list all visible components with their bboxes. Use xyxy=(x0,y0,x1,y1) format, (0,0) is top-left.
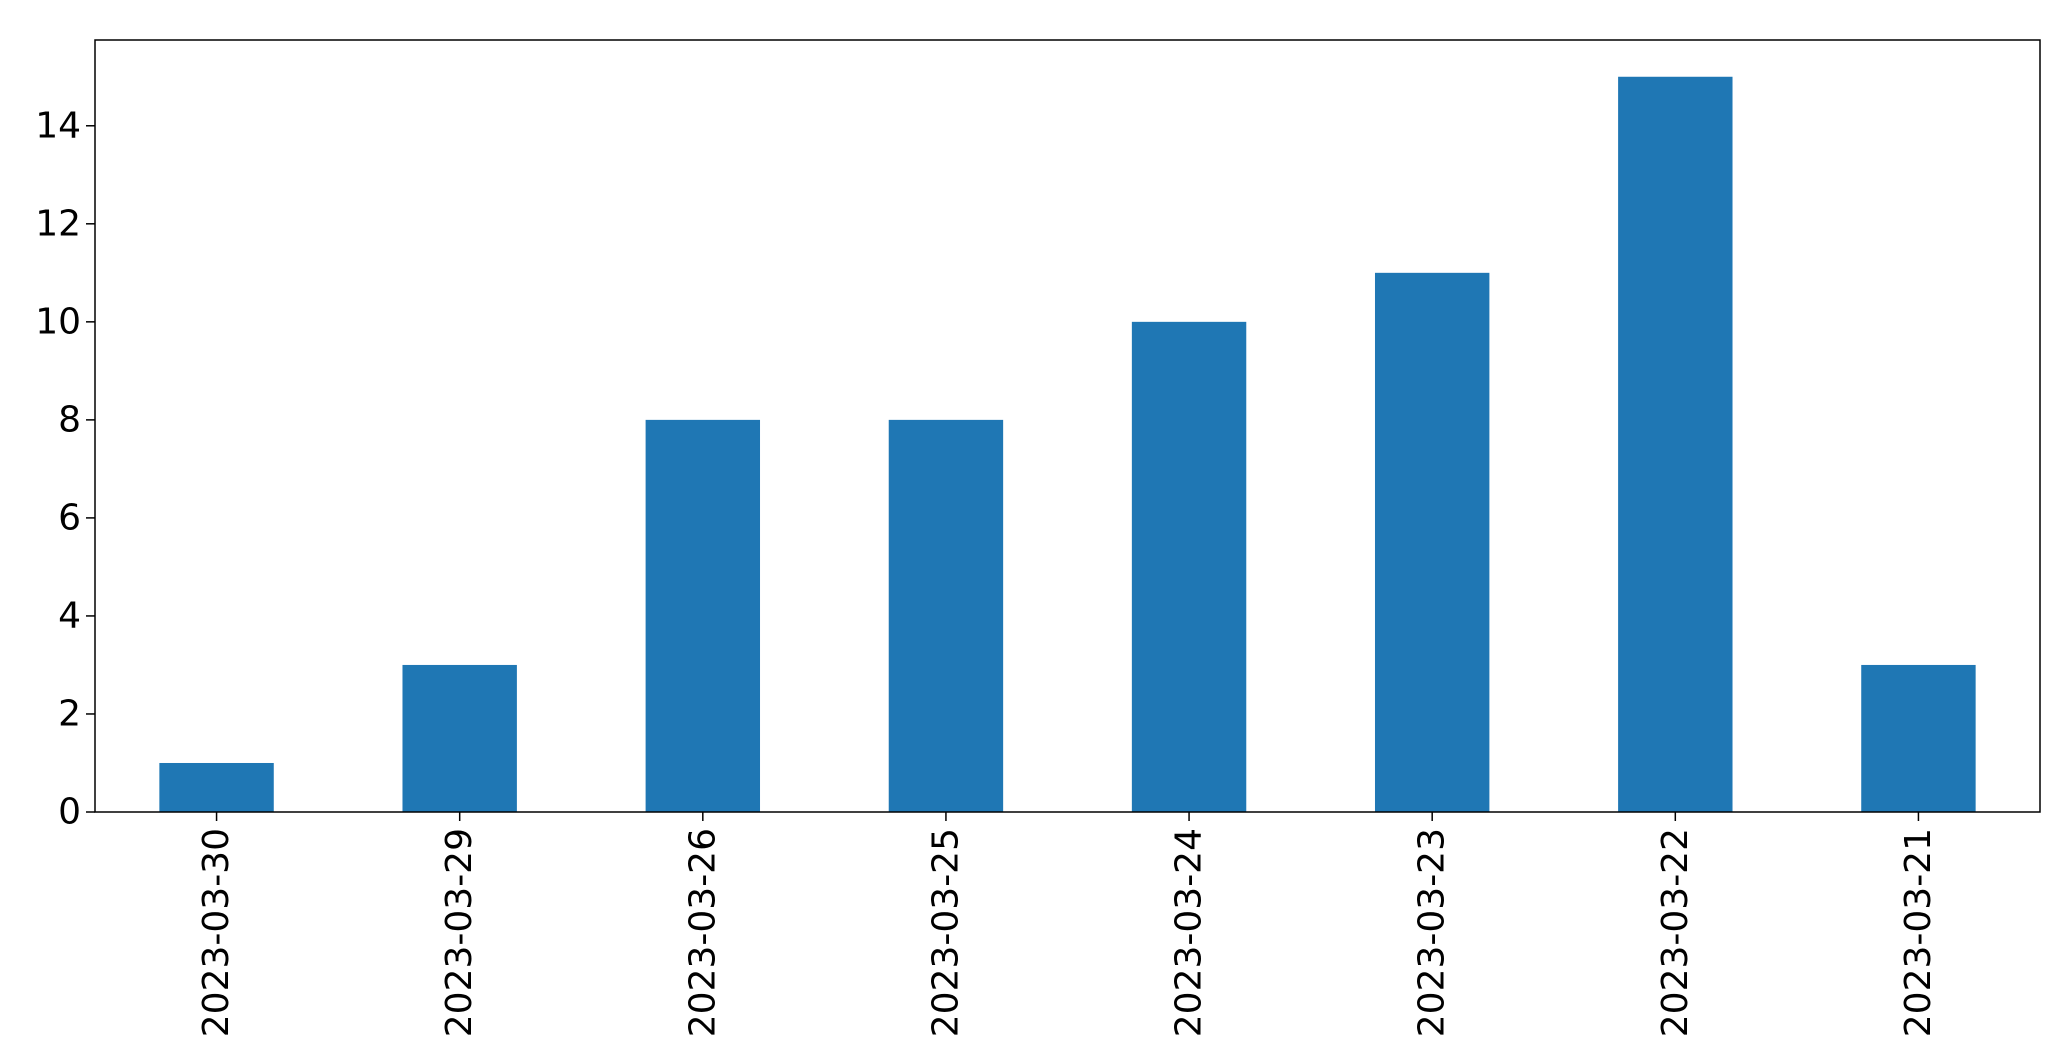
bar-2023-03-21 xyxy=(1861,664,1976,812)
y-tick-label: 8 xyxy=(58,399,81,440)
x-tick-label: 2023-03-22 xyxy=(1655,828,1696,1037)
x-axis: 2023-03-30 2023-03-29 2023-03-26 2023-03-25… xyxy=(196,812,1939,1037)
bar-2023-03-23 xyxy=(1374,272,1490,812)
x-tick-label: 2023-03-30 xyxy=(196,828,237,1037)
x-tick-label: 2023-03-21 xyxy=(1898,828,1939,1037)
y-tick-label: 6 xyxy=(58,497,81,538)
y-tick-label: 0 xyxy=(58,792,81,833)
y-tick-label: 14 xyxy=(35,105,81,146)
x-tick-label: 2023-03-29 xyxy=(439,828,480,1037)
bars-layer xyxy=(159,76,1976,812)
x-tick-label: 2023-03-25 xyxy=(925,828,966,1037)
y-tick-label: 4 xyxy=(58,595,81,636)
x-tick-label: 2023-03-26 xyxy=(682,828,723,1037)
bar-2023-03-22 xyxy=(1618,76,1733,812)
bar-2023-03-24 xyxy=(1131,321,1247,812)
bar-2023-03-26 xyxy=(645,419,761,812)
plot-frame xyxy=(94,39,2041,813)
y-axis: 0 2 4 6 8 10 12 14 xyxy=(35,105,95,833)
y-tick-label: 12 xyxy=(35,203,81,244)
y-tick-label: 10 xyxy=(35,301,81,342)
x-tick-label: 2023-03-24 xyxy=(1169,828,1210,1037)
bar-2023-03-25 xyxy=(888,419,1004,812)
y-tick-label: 2 xyxy=(58,693,81,734)
bar-2023-03-30 xyxy=(159,762,274,812)
bar-2023-03-29 xyxy=(402,664,517,812)
x-tick-label: 2023-03-23 xyxy=(1412,828,1453,1037)
